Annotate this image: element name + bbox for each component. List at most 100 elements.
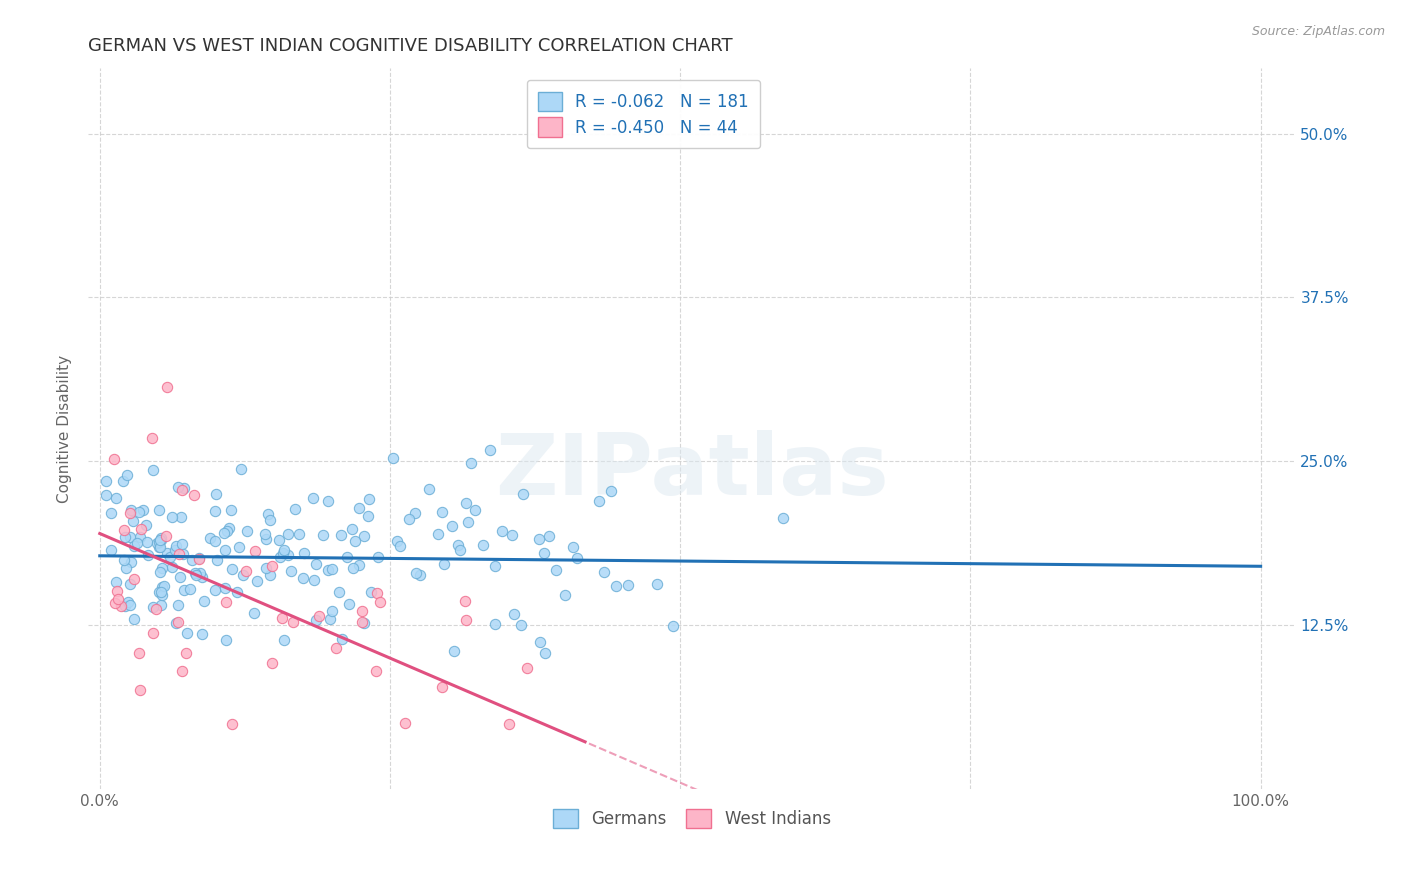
Point — [191, 627, 214, 641]
Point — [142, 626, 165, 640]
Point — [170, 483, 193, 498]
Point — [273, 543, 295, 558]
Point — [214, 542, 236, 557]
Point — [772, 511, 794, 525]
Point — [340, 522, 363, 536]
Point — [302, 491, 325, 505]
Point — [162, 509, 184, 524]
Point — [135, 535, 157, 549]
Point — [184, 567, 207, 582]
Point — [280, 564, 302, 578]
Point — [167, 480, 190, 494]
Point — [356, 508, 378, 523]
Point — [112, 523, 135, 537]
Point — [124, 540, 146, 554]
Point — [259, 513, 281, 527]
Point — [198, 531, 221, 545]
Point — [112, 474, 135, 488]
Point — [212, 526, 235, 541]
Point — [166, 615, 188, 630]
Point — [454, 594, 477, 608]
Point — [204, 583, 226, 598]
Point — [174, 646, 197, 660]
Point — [347, 558, 370, 573]
Point — [527, 532, 550, 546]
Point — [183, 488, 205, 502]
Point — [336, 550, 359, 565]
Point — [388, 539, 411, 553]
Point — [218, 520, 240, 534]
Point — [193, 594, 215, 608]
Point — [104, 574, 127, 589]
Point — [129, 522, 152, 536]
Point — [546, 563, 568, 577]
Point — [262, 558, 284, 573]
Point — [484, 558, 506, 573]
Point — [172, 547, 194, 561]
Point — [148, 585, 170, 599]
Point — [254, 561, 277, 575]
Point — [484, 617, 506, 632]
Point — [405, 566, 427, 580]
Point — [128, 646, 150, 660]
Point — [176, 626, 198, 640]
Point — [149, 533, 172, 548]
Point — [271, 546, 294, 560]
Point — [460, 456, 482, 470]
Point — [243, 607, 266, 621]
Point — [105, 491, 128, 505]
Point — [204, 534, 226, 549]
Point — [112, 553, 135, 567]
Point — [129, 683, 152, 698]
Legend: Germans, West Indians: Germans, West Indians — [546, 803, 838, 835]
Point — [148, 503, 170, 517]
Point — [562, 540, 585, 554]
Point — [662, 619, 685, 633]
Point — [347, 501, 370, 516]
Point — [105, 584, 128, 599]
Point — [232, 568, 254, 582]
Point — [142, 600, 165, 615]
Point — [342, 561, 364, 575]
Point — [479, 443, 502, 458]
Point — [418, 482, 440, 496]
Point — [166, 616, 188, 631]
Point — [149, 533, 172, 547]
Point — [443, 643, 465, 657]
Point — [398, 511, 420, 525]
Point — [163, 542, 186, 557]
Point — [440, 519, 463, 533]
Point — [114, 599, 136, 614]
Point — [170, 664, 193, 678]
Point — [94, 475, 117, 489]
Point — [129, 530, 152, 544]
Point — [366, 586, 388, 600]
Point — [150, 532, 173, 546]
Point — [221, 503, 243, 517]
Point — [449, 542, 471, 557]
Point — [141, 463, 163, 477]
Point — [501, 528, 523, 542]
Point — [409, 568, 432, 582]
Point — [117, 467, 139, 482]
Text: Source: ZipAtlas.com: Source: ZipAtlas.com — [1251, 25, 1385, 38]
Point — [128, 505, 150, 519]
Point — [353, 616, 375, 631]
Point — [308, 609, 330, 624]
Point — [491, 524, 513, 539]
Point — [156, 546, 179, 560]
Point — [304, 557, 326, 571]
Point — [215, 524, 238, 539]
Point — [124, 572, 146, 586]
Point — [120, 555, 142, 569]
Point — [291, 571, 314, 585]
Point — [394, 715, 416, 730]
Point — [287, 527, 309, 541]
Point — [170, 509, 193, 524]
Point — [367, 549, 389, 564]
Y-axis label: Cognitive Disability: Cognitive Disability — [58, 354, 72, 503]
Point — [454, 496, 477, 510]
Point — [294, 546, 316, 560]
Point — [204, 504, 226, 518]
Point — [150, 560, 173, 574]
